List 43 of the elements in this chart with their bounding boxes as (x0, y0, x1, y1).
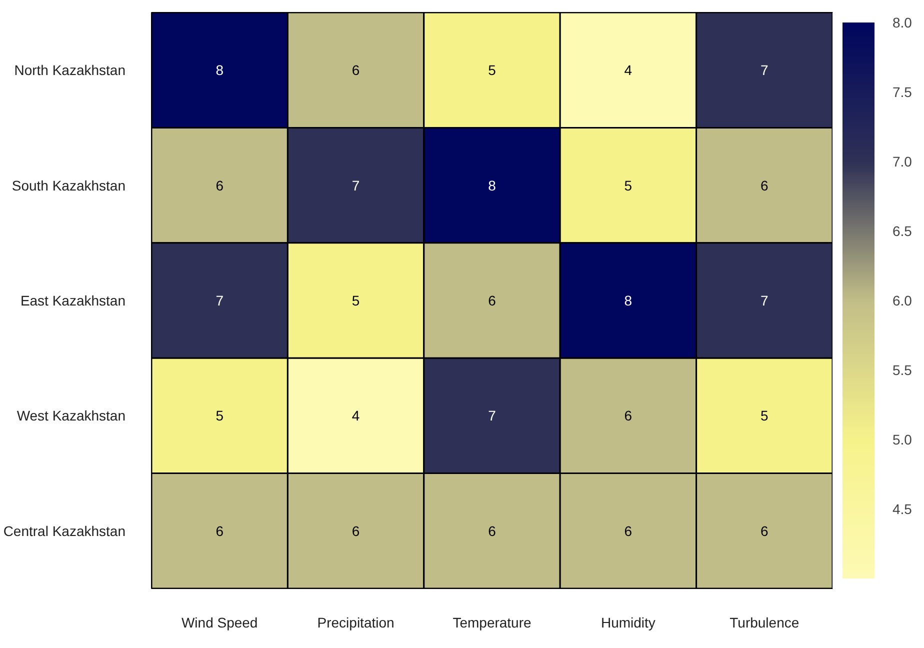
y-tick-label: South Kazakhstan (12, 177, 126, 194)
data-label: 7 (352, 177, 360, 194)
x-tick-label: Turbulence (730, 614, 800, 630)
x-tick-label: Precipitation (317, 614, 394, 630)
color-bar-label: 6.5 (892, 223, 912, 239)
data-label: 4 (352, 408, 360, 424)
data-label: 4 (624, 62, 632, 78)
data-label: 8 (216, 62, 224, 78)
y-tick-label: Central Kazakhstan (3, 522, 126, 539)
color-bar-label: 5.0 (892, 432, 912, 448)
data-label: 6 (760, 177, 769, 194)
data-label: 6 (216, 177, 224, 194)
data-label: 5 (352, 292, 360, 308)
data-label: 5 (488, 62, 496, 78)
data-label: 5 (760, 408, 769, 424)
data-label: 7 (760, 62, 769, 78)
data-label: 6 (624, 408, 632, 424)
color-bar-label: 6.0 (892, 292, 912, 308)
color-bar-label: 7.0 (892, 154, 912, 170)
data-label: 8 (488, 177, 496, 194)
data-label: 7 (760, 292, 769, 308)
x-tick-label: Wind Speed (181, 614, 258, 630)
data-label: 7 (488, 408, 496, 424)
data-label: 6 (352, 522, 360, 539)
data-label: 7 (216, 292, 224, 308)
x-tick-label: Humidity (600, 614, 656, 630)
y-tick-label: North Kazakhstan (14, 62, 126, 78)
data-label: 6 (216, 522, 224, 539)
data-label: 6 (488, 522, 496, 539)
y-tick-label: West Kazakhstan (16, 408, 126, 424)
data-label: 6 (624, 522, 632, 539)
color-bar-label: 7.5 (892, 84, 912, 100)
data-label: 6 (488, 292, 496, 308)
data-label: 6 (760, 522, 769, 539)
y-tick-label: East Kazakhstan (20, 292, 126, 308)
data-label: 5 (624, 177, 632, 194)
x-tick-label: Temperature (452, 614, 532, 630)
color-bar-label: 8.0 (892, 14, 912, 30)
color-bar-label: 4.5 (892, 501, 912, 517)
data-label: 5 (216, 408, 224, 424)
data-label: 8 (624, 292, 632, 308)
data-label: 6 (352, 62, 360, 78)
color-bar-label: 5.5 (892, 362, 912, 378)
